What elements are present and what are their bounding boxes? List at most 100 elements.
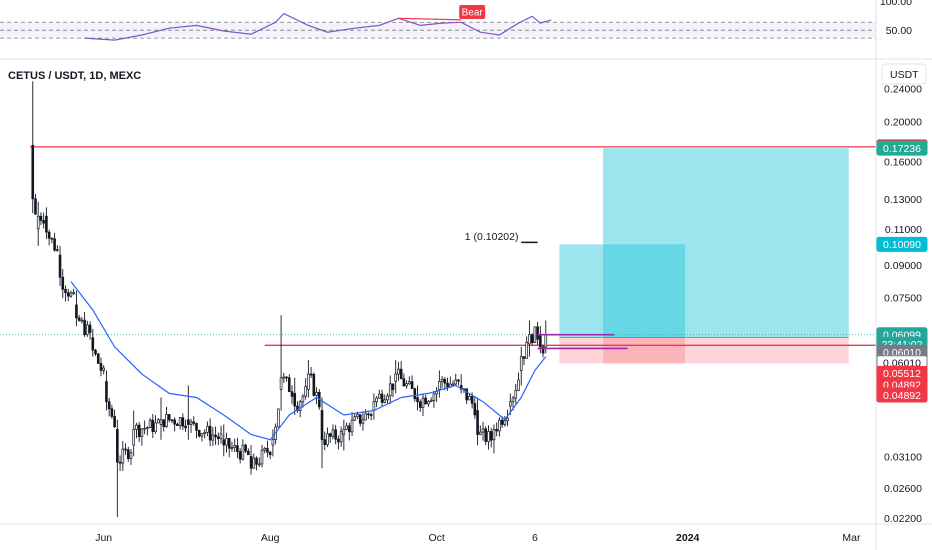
rsi-pane[interactable]: Bear 100.00 50.00 — [0, 0, 912, 41]
candle[interactable] — [345, 422, 348, 431]
candle[interactable] — [233, 438, 236, 453]
candle[interactable] — [263, 446, 267, 454]
candle[interactable] — [31, 81, 35, 214]
candle[interactable] — [56, 245, 59, 252]
candle[interactable] — [528, 320, 531, 357]
candle[interactable] — [170, 419, 174, 424]
candle[interactable] — [358, 414, 362, 427]
candle[interactable] — [135, 422, 138, 439]
candle[interactable] — [522, 356, 526, 366]
candle[interactable] — [432, 391, 436, 408]
currency-button[interactable]: USDT — [881, 63, 927, 85]
candle[interactable] — [230, 441, 234, 452]
candle[interactable] — [459, 374, 463, 394]
candle[interactable] — [421, 393, 425, 417]
candle[interactable] — [143, 420, 146, 435]
position-tools-layer[interactable] — [559, 148, 849, 364]
candle[interactable] — [34, 193, 37, 216]
candle[interactable] — [375, 396, 378, 408]
candle[interactable] — [225, 432, 228, 453]
candle[interactable] — [367, 412, 370, 419]
candle[interactable] — [399, 361, 403, 380]
candle[interactable] — [514, 383, 518, 404]
candle[interactable] — [94, 348, 97, 356]
candle[interactable] — [503, 415, 507, 427]
candle[interactable] — [39, 212, 43, 226]
candle[interactable] — [408, 376, 411, 385]
candle[interactable] — [53, 232, 56, 252]
candle[interactable] — [271, 429, 275, 457]
candle[interactable] — [132, 410, 136, 457]
candle[interactable] — [451, 380, 455, 387]
candle[interactable] — [257, 457, 261, 468]
candle[interactable] — [328, 432, 332, 443]
candle[interactable] — [282, 372, 286, 383]
position-target-zone[interactable] — [559, 244, 685, 338]
candle[interactable] — [80, 316, 84, 324]
candle[interactable] — [320, 397, 324, 469]
candle[interactable] — [487, 425, 490, 450]
candle[interactable] — [107, 397, 111, 417]
candle[interactable] — [296, 401, 299, 414]
candle[interactable] — [192, 416, 196, 426]
candle[interactable] — [186, 385, 190, 440]
candle[interactable] — [481, 421, 485, 441]
candle[interactable] — [285, 376, 288, 382]
candle[interactable] — [364, 409, 367, 421]
candle[interactable] — [536, 321, 539, 345]
candle[interactable] — [227, 437, 231, 458]
candle[interactable] — [348, 422, 351, 441]
candle[interactable] — [124, 443, 127, 455]
candle[interactable] — [429, 397, 433, 403]
candle[interactable] — [307, 359, 310, 398]
candle[interactable] — [75, 290, 78, 327]
candle[interactable] — [454, 373, 458, 386]
candle[interactable] — [178, 416, 182, 430]
candle[interactable] — [154, 415, 157, 434]
candle[interactable] — [468, 393, 471, 401]
candle[interactable] — [525, 336, 528, 359]
candle[interactable] — [247, 448, 250, 456]
candle[interactable] — [391, 383, 395, 398]
candle[interactable] — [519, 346, 523, 386]
candle[interactable] — [498, 417, 501, 437]
candle[interactable] — [427, 400, 430, 407]
candle[interactable] — [86, 320, 89, 337]
candle[interactable] — [211, 427, 215, 447]
candle[interactable] — [533, 326, 537, 344]
candle[interactable] — [99, 357, 103, 377]
candle[interactable] — [495, 422, 498, 437]
candle[interactable] — [350, 412, 354, 436]
candle[interactable] — [113, 409, 116, 428]
candle[interactable] — [402, 373, 406, 387]
candle[interactable] — [173, 417, 176, 432]
candle[interactable] — [260, 444, 264, 468]
candle[interactable] — [69, 290, 73, 298]
candle[interactable] — [236, 437, 239, 459]
candle[interactable] — [530, 333, 534, 346]
position-stop-zone[interactable] — [559, 337, 685, 364]
candle[interactable] — [61, 269, 65, 299]
candle[interactable] — [238, 448, 242, 464]
candle[interactable] — [380, 389, 384, 407]
candle[interactable] — [353, 412, 357, 421]
candle[interactable] — [42, 212, 45, 229]
candle[interactable] — [440, 376, 444, 389]
candle[interactable] — [492, 424, 496, 454]
candle[interactable] — [369, 412, 373, 421]
position-stop-zone[interactable] — [603, 337, 849, 364]
candle[interactable] — [249, 445, 253, 475]
position-target-zone[interactable] — [603, 148, 849, 338]
candle[interactable] — [290, 385, 294, 405]
candle[interactable] — [517, 372, 520, 392]
candle[interactable] — [206, 421, 209, 437]
candle[interactable] — [47, 229, 51, 246]
candle[interactable] — [386, 393, 389, 404]
candle[interactable] — [435, 386, 438, 403]
candle[interactable] — [203, 429, 206, 439]
candle[interactable] — [189, 418, 193, 434]
candles-layer[interactable] — [31, 81, 548, 518]
candle[interactable] — [110, 404, 114, 419]
candle[interactable] — [287, 374, 291, 393]
candle[interactable] — [378, 389, 381, 399]
